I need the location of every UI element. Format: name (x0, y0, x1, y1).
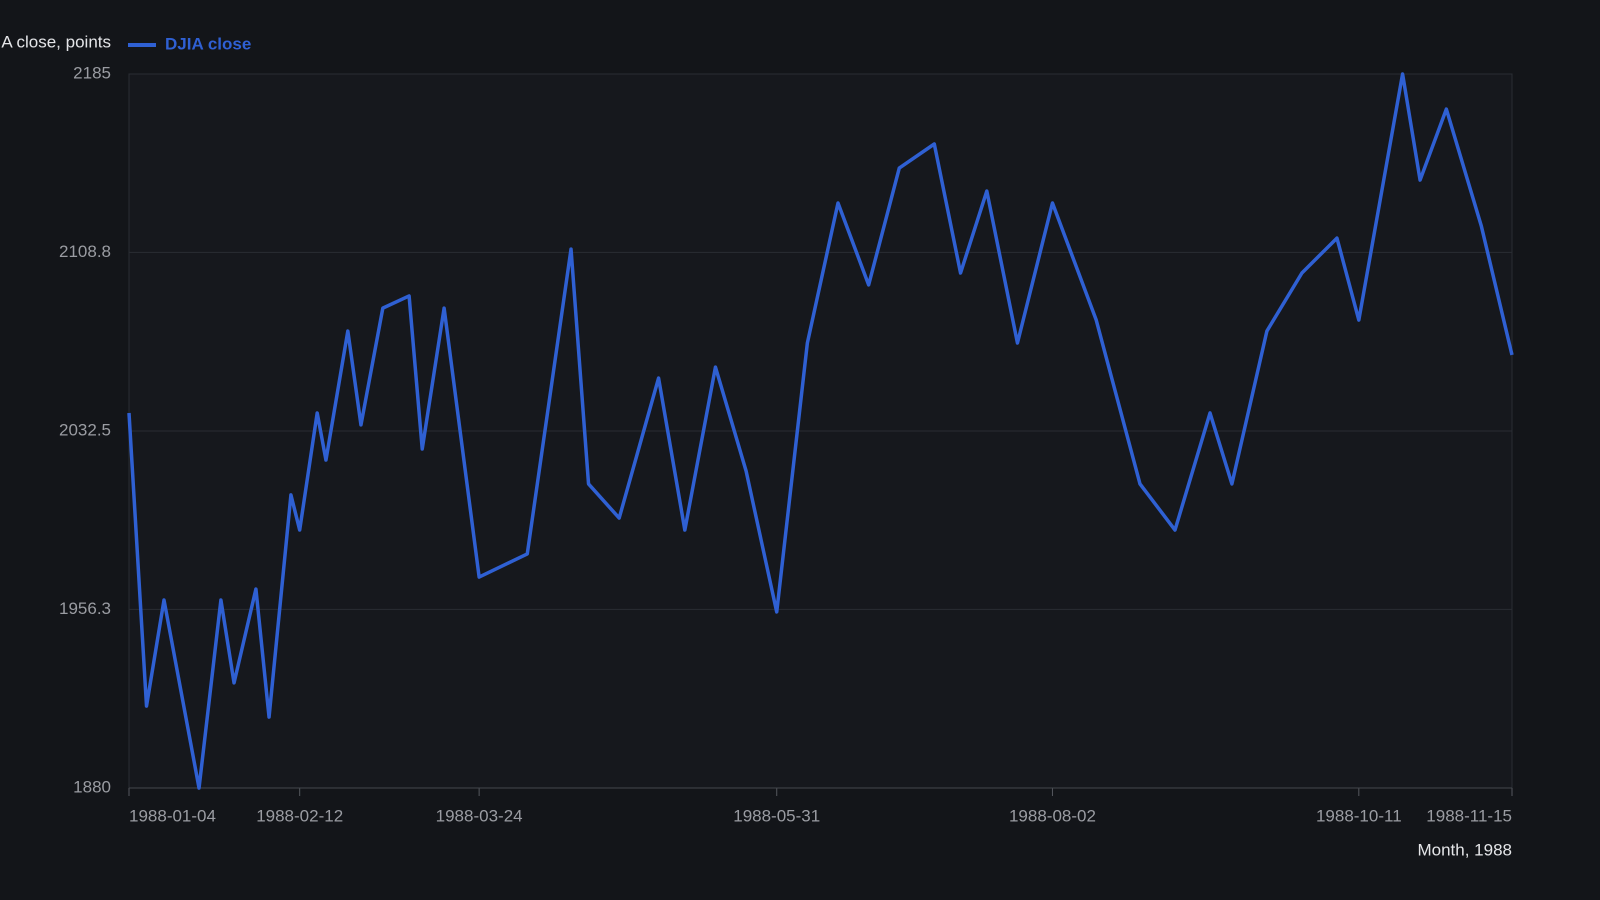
x-tick-label: 1988-01-04 (129, 806, 216, 825)
x-tick-label: 1988-02-12 (256, 806, 343, 825)
y-tick-label: 2108.8 (59, 242, 111, 261)
y-axis-label: DJIA close, points (0, 32, 111, 51)
data-line (127, 72, 1514, 790)
y-tick-label: 2185 (73, 63, 111, 82)
x-tick-label: 1988-08-02 (1009, 806, 1096, 825)
y-tick-label: 1880 (73, 777, 111, 796)
x-tick-label: 1988-11-15 (1426, 806, 1512, 825)
x-axis-label: Month, 1988 (1417, 840, 1512, 859)
x-tick-label: 1988-03-24 (436, 806, 523, 825)
y-tick-label: 2032.5 (59, 420, 111, 439)
x-tick-label: 1988-05-31 (733, 806, 820, 825)
legend-label: DJIA close (165, 34, 251, 53)
y-tick-label: 1956.3 (59, 599, 111, 618)
x-tick-label: 1988-10-11 (1316, 806, 1402, 825)
